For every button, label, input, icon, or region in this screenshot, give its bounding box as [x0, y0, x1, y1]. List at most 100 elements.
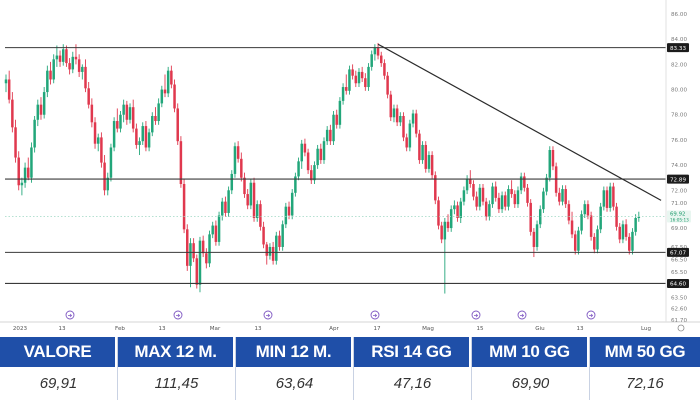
candle-body: [100, 137, 103, 163]
candle: [214, 220, 218, 246]
candle-body: [453, 205, 456, 210]
candle-body: [335, 114, 338, 125]
candle: [192, 238, 195, 263]
candle-body: [33, 119, 36, 148]
candle-body: [61, 49, 65, 62]
candle-body: [440, 225, 443, 240]
x-tick-label: Apr: [329, 326, 339, 332]
candle: [252, 177, 256, 222]
candle-body: [233, 146, 237, 174]
event-marker-icon[interactable]: [370, 310, 380, 320]
candle-body: [545, 177, 548, 192]
candle: [182, 178, 186, 234]
event-marker-icon[interactable]: [517, 310, 527, 320]
candle: [548, 146, 552, 182]
candle-body: [624, 224, 628, 237]
candle: [176, 103, 179, 145]
candle-body: [322, 141, 326, 161]
candle: [14, 119, 17, 163]
y-tick-label: 65.50: [671, 270, 687, 276]
y-tick-label: 86.00: [671, 12, 687, 18]
candle: [208, 230, 211, 268]
candle-body: [284, 206, 288, 225]
y-tick-label: 61.70: [671, 318, 687, 324]
candle-body: [195, 258, 199, 285]
y-tick-label: 62.60: [671, 307, 687, 313]
y-tick-label: 71.00: [671, 201, 687, 207]
stats-table: VALORE 69,91 MAX 12 M. 111,45 MIN 12 M. …: [0, 337, 700, 400]
candle-body: [208, 234, 211, 264]
candle: [351, 64, 354, 80]
trendline: [377, 43, 662, 201]
candle: [519, 172, 523, 195]
candle: [297, 157, 300, 181]
settings-icon[interactable]: [677, 324, 685, 332]
candle-body: [106, 177, 110, 191]
candle: [602, 186, 606, 211]
candle: [243, 172, 246, 198]
stat-value: 111,45: [118, 367, 235, 400]
candle: [367, 63, 370, 91]
candle: [364, 73, 367, 91]
candle: [255, 200, 259, 222]
candle: [275, 231, 278, 265]
candle-body: [109, 147, 113, 178]
candle: [11, 92, 14, 133]
candle: [290, 189, 294, 220]
candle-body: [360, 71, 364, 79]
candle-body: [608, 186, 612, 208]
event-marker-icon[interactable]: [173, 310, 183, 320]
candle: [392, 104, 396, 123]
candle: [77, 54, 81, 77]
candle-body: [596, 229, 599, 250]
candle-body: [558, 192, 561, 202]
x-tick-label: 13: [576, 326, 584, 332]
candle: [154, 107, 157, 125]
candle: [408, 119, 412, 152]
y-tick-label: 78.00: [671, 113, 687, 119]
stat-header: MAX 12 M.: [118, 337, 235, 367]
candle-body: [151, 116, 154, 133]
candle: [386, 71, 389, 99]
candle-body: [20, 182, 24, 186]
candle-body: [103, 162, 106, 191]
candle: [405, 133, 408, 152]
stat-header: RSI 14 GG: [354, 337, 471, 367]
level-badge-label: 72.89: [670, 177, 686, 183]
event-marker-icon[interactable]: [586, 310, 596, 320]
candle-body: [341, 87, 345, 101]
candle-body: [30, 147, 33, 178]
price-chart: 86.00 84.00 82.00 80.00 78.00 76.00 74.00 72.00…: [0, 0, 700, 332]
event-marker-icon[interactable]: [65, 310, 75, 320]
event-marker-icon[interactable]: [263, 310, 273, 320]
candle: [551, 146, 555, 171]
candle: [46, 65, 49, 98]
level-badge: 67.07: [667, 247, 689, 257]
candle-body: [462, 190, 466, 202]
candle: [329, 124, 332, 145]
candle-body: [58, 55, 62, 62]
candle-body: [11, 99, 14, 128]
candle-body: [23, 167, 27, 183]
candle-body: [316, 148, 319, 166]
level-badge-label: 67.07: [670, 251, 686, 257]
candle-body: [551, 150, 555, 167]
event-marker-icon[interactable]: [471, 310, 481, 320]
candle-body: [220, 201, 224, 216]
candle-body: [186, 229, 189, 266]
candle-body: [494, 186, 497, 198]
candle: [513, 190, 517, 208]
candle: [424, 141, 428, 173]
candle-body: [459, 201, 462, 218]
candle: [322, 137, 326, 164]
candle: [456, 201, 459, 222]
candle-body: [71, 56, 75, 70]
candle-body: [14, 127, 17, 158]
candle-body: [290, 192, 294, 216]
candle-body: [319, 148, 323, 161]
candle-body: [437, 200, 440, 226]
candle: [529, 199, 532, 236]
candle: [236, 141, 240, 163]
candle: [580, 210, 583, 235]
candle: [453, 200, 456, 215]
